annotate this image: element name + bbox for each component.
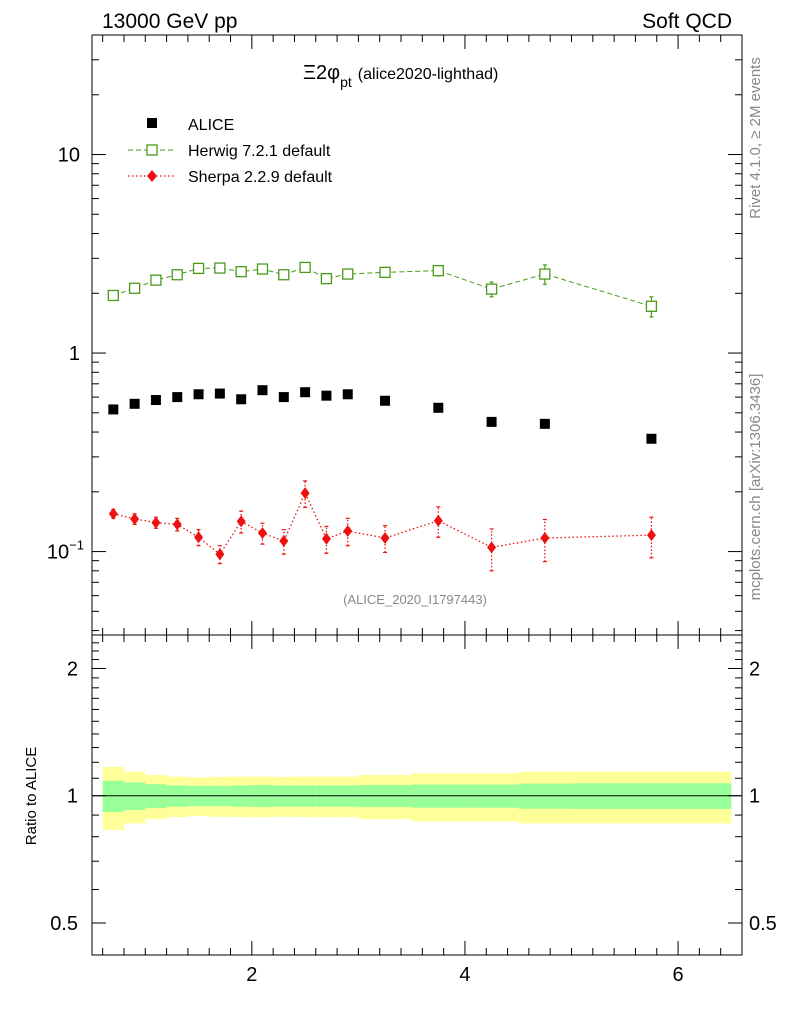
legend-alice-marker	[147, 118, 157, 128]
sherpa-point	[380, 532, 390, 545]
sherpa-point	[487, 541, 497, 554]
main-y-tick-label: 10−1	[47, 538, 84, 564]
herwig-point	[192, 262, 205, 275]
main-y-tick-label-base: 10	[47, 542, 69, 564]
herwig-point	[299, 261, 311, 274]
alice-point	[129, 398, 140, 409]
herwig-point	[235, 266, 247, 278]
sherpa-point	[130, 512, 140, 525]
herwig-point	[278, 269, 290, 281]
sherpa-point	[151, 516, 161, 529]
sherpa-point	[172, 518, 182, 531]
legend-sherpa-label: Sherpa 2.2.9 default	[188, 169, 333, 186]
sherpa-point	[300, 487, 310, 500]
alice-point	[300, 387, 311, 398]
sherpa-point	[321, 532, 331, 545]
herwig-point	[342, 268, 354, 280]
legend-herwig-marker	[146, 144, 158, 156]
header-energy: 13000 GeV pp	[102, 10, 237, 33]
alice-point	[214, 388, 225, 399]
alice-point	[342, 389, 353, 400]
alice-point	[433, 402, 444, 413]
main-panel-data	[107, 261, 658, 572]
ratio-band-inner	[102, 780, 124, 813]
legend: ALICE Herwig 7.2.1 default Sherpa 2.2.9 …	[128, 117, 333, 186]
ratio-x-tick-label: 6	[673, 964, 684, 986]
herwig-point	[128, 282, 141, 294]
rivet-version-label: Rivet 4.1.0, ≥ 2M events	[747, 57, 764, 219]
alice-point	[257, 385, 268, 396]
alice-point	[278, 392, 289, 403]
herwig-point	[432, 265, 444, 277]
ratio-panel-frame	[91, 634, 743, 956]
herwig-point	[539, 268, 551, 280]
herwig-point	[171, 269, 183, 281]
ratio-y-tick-label-right: 0.5	[749, 913, 777, 935]
ratio-y-tick-label-right: 2	[749, 658, 760, 680]
legend-sherpa-marker	[147, 170, 157, 182]
alice-point	[236, 394, 247, 405]
herwig-point	[107, 289, 119, 302]
alice-point	[108, 404, 119, 415]
alice-point	[486, 416, 497, 427]
mcplots-label: mcplots.cern.ch [arXiv:1306.3436]	[747, 374, 764, 601]
alice-point	[172, 392, 183, 403]
ratio-uncertainty-bands	[102, 766, 732, 830]
plot-title: Ξ2φpt (alice2020-lighthad)	[303, 62, 498, 90]
main-y-tick-label-exponent: −1	[69, 538, 84, 553]
herwig-point	[379, 266, 391, 278]
main-y-tick-label: 1	[69, 343, 80, 365]
herwig-point	[150, 274, 162, 286]
sherpa-point	[433, 514, 443, 527]
sherpa-series-line	[113, 491, 652, 556]
ratio-band-inner	[123, 782, 146, 811]
sherpa-point	[236, 515, 246, 528]
sherpa-point	[343, 524, 353, 537]
herwig-point	[256, 263, 269, 275]
ratio-y-tick-label-right: 1	[749, 786, 760, 808]
ratio-y-tick-label: 2	[67, 658, 78, 680]
sherpa-point	[215, 548, 225, 561]
plot-title-main: Ξ2φ	[303, 62, 340, 84]
sherpa-point	[108, 507, 118, 520]
ratio-y-tick-label: 0.5	[50, 913, 78, 935]
alice-point	[321, 390, 332, 401]
alice-point	[646, 433, 657, 444]
herwig-point	[214, 262, 226, 274]
ratio-ylabel: Ratio to ALICE	[23, 747, 40, 845]
legend-alice-label: ALICE	[188, 117, 234, 134]
legend-herwig-label: Herwig 7.2.1 default	[188, 143, 331, 160]
ratio-x-tick-label: 2	[246, 964, 257, 986]
herwig-point	[645, 300, 658, 312]
sherpa-point	[646, 529, 656, 542]
sherpa-point	[194, 531, 204, 544]
herwig-point	[485, 283, 498, 295]
ratio-y-tick-label: 1	[67, 786, 78, 808]
alice-point	[193, 389, 204, 400]
ratio-x-tick-label: 4	[459, 964, 470, 986]
plot-title-sub: pt	[340, 74, 352, 90]
alice-point	[539, 418, 550, 429]
sherpa-point	[540, 532, 550, 545]
analysis-watermark: (ALICE_2020_I1797443)	[343, 592, 487, 607]
alice-point	[380, 395, 391, 406]
plot-title-tag: (alice2020-lighthad)	[358, 66, 499, 83]
herwig-point	[320, 273, 333, 285]
sherpa-point	[279, 535, 289, 548]
sherpa-point	[257, 527, 267, 540]
header-category: Soft QCD	[642, 10, 732, 33]
main-y-tick-label: 10	[58, 145, 80, 167]
alice-point	[150, 395, 161, 406]
